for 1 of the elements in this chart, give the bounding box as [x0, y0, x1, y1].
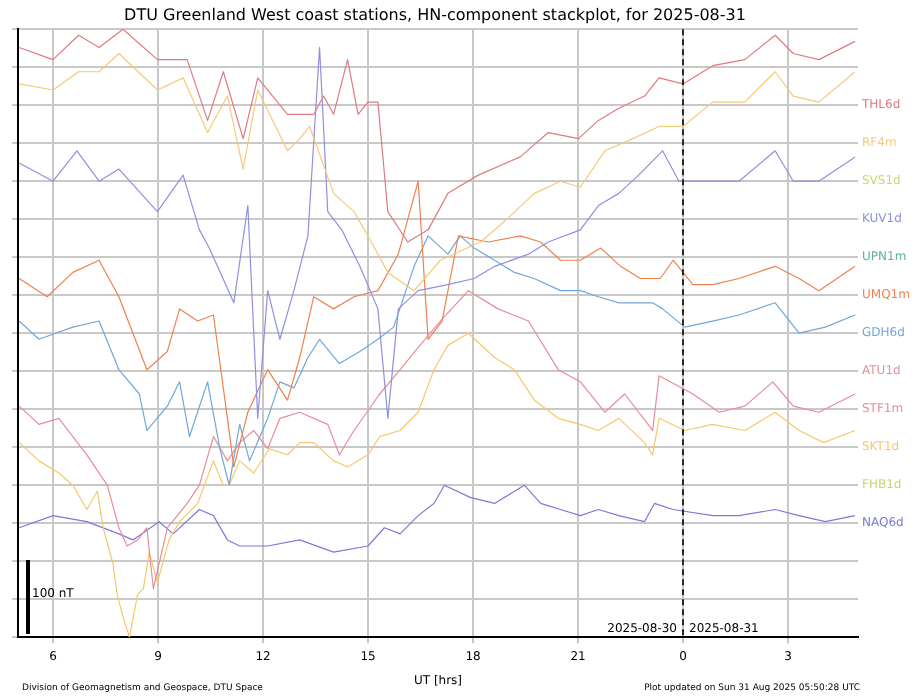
chart-title: DTU Greenland West coast stations, HN-component stackplot, for 2025-08-31	[124, 5, 746, 24]
